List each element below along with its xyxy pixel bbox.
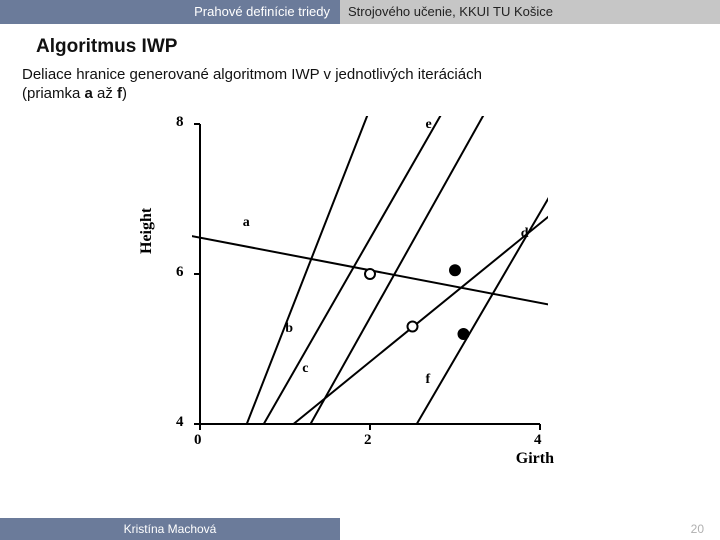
- data-point-filled: [450, 265, 460, 275]
- x-axis-label: Girth: [516, 450, 554, 468]
- x-tick-label: 2: [364, 432, 372, 449]
- boundary-line-e: [311, 114, 494, 424]
- page-title: Algoritmus IWP: [36, 36, 720, 58]
- x-tick-label: 0: [194, 432, 202, 449]
- y-tick-label: 8: [176, 114, 184, 131]
- y-tick-label: 4: [176, 414, 184, 431]
- footer-bar: Kristína Machová 20: [0, 518, 720, 540]
- data-point-open: [365, 269, 375, 279]
- footer-page-number: 20: [340, 518, 720, 540]
- y-axis-label: Height: [138, 207, 156, 253]
- boundary-line-d: [417, 169, 566, 424]
- line-label-a: a: [243, 215, 250, 231]
- subtitle-line1: Deliace hranice generované algoritmom IW…: [22, 66, 482, 83]
- line-label-f: f: [426, 372, 431, 388]
- x-tick-label: 4: [534, 432, 542, 449]
- subtitle-line2-bold-a: a: [85, 85, 93, 102]
- line-label-d: d: [521, 226, 529, 242]
- line-label-c: c: [302, 361, 308, 377]
- header-topic: Prahové definície triedy: [0, 0, 340, 24]
- data-point-open: [408, 321, 418, 331]
- line-label-b: b: [285, 321, 293, 337]
- data-point-filled: [459, 329, 469, 339]
- chart-svg: [130, 114, 590, 474]
- subtitle-line2-mid: až: [93, 85, 117, 102]
- subtitle-line2-post: ): [122, 85, 127, 102]
- chart-container: Height Girth 0 2 4 4 6 8 a b c d e f: [130, 114, 590, 474]
- subtitle: Deliace hranice generované algoritmom IW…: [22, 66, 720, 104]
- subtitle-line2-pre: (priamka: [22, 85, 85, 102]
- header-course: Strojového učenie, KKUI TU Košice: [340, 0, 720, 24]
- footer-author: Kristína Machová: [0, 518, 340, 540]
- boundary-line-b: [247, 114, 375, 424]
- y-tick-label: 6: [176, 264, 184, 281]
- line-label-e: e: [426, 117, 432, 133]
- boundary-line-c: [264, 114, 451, 424]
- header-bar: Prahové definície triedy Strojového učen…: [0, 0, 720, 24]
